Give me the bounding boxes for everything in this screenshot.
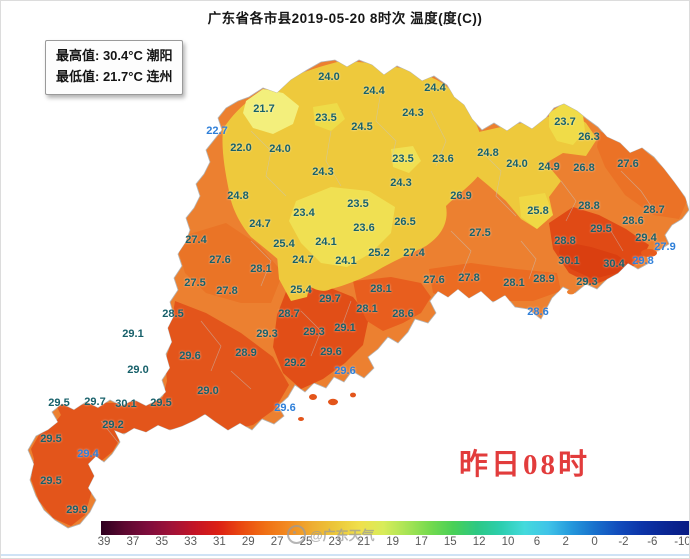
zone-258-wedge	[519, 193, 553, 229]
minmax-info-box: 最高值: 30.4°C 潮阳 最低值: 21.7°C 连州	[45, 40, 184, 95]
colorbar-tick: 29	[241, 536, 255, 548]
colorbar-tick: 37	[126, 536, 140, 548]
zone-west-deep-orange	[179, 223, 283, 303]
zone-northeast	[597, 131, 687, 219]
weibo-logo-icon	[287, 525, 306, 544]
yesterday-caption: 昨日08时	[459, 449, 591, 481]
colorbar-tick: 17	[415, 536, 428, 548]
colorbar-tick: -2	[618, 536, 629, 548]
colorbar-tick: 2	[562, 536, 569, 548]
min-value-line: 最低值: 21.7°C 连州	[56, 68, 173, 84]
zone-chaoshan-core	[559, 241, 631, 279]
colorbar-tick: 6	[533, 536, 541, 548]
zone-amber-tongue	[277, 239, 313, 301]
colorbar-tick: 23	[328, 536, 342, 548]
colorbar-tick: 12	[472, 536, 486, 548]
colorbar-tick: 35	[155, 536, 169, 548]
colorbar-tick: 39	[97, 536, 111, 548]
page-title: 广东省各市县2019-05-20 8时次 温度(度(C))	[207, 11, 483, 26]
bottom-border-line	[1, 554, 689, 556]
colorbar-tick: 31	[213, 536, 226, 548]
colorbar-tick: 33	[184, 536, 197, 548]
zone-yellow-235	[391, 146, 421, 173]
colorbar-tick: -6	[647, 536, 658, 548]
islands	[298, 249, 657, 421]
colorbar-tick: 0	[591, 536, 598, 548]
colorbar-tick-labels: 39 37 35 33 31 29 27 25 23 21 19 17 15 12 10 6 2 0 -2 -6 -10	[97, 536, 690, 548]
zone-east-strip	[429, 263, 561, 301]
zone-south-central-hot	[273, 279, 369, 389]
zone-yellow-north-235	[313, 103, 345, 131]
colorbar-tick: 27	[270, 536, 284, 548]
zone-mid-south	[353, 277, 431, 331]
colorbar-tick: 21	[357, 536, 371, 548]
zone-ne-yellow	[549, 101, 585, 145]
colorbar-tick: 19	[386, 536, 399, 548]
colorbar-tick: 10	[501, 536, 515, 548]
temperature-colorbar	[101, 521, 689, 535]
colorbar-tick: 15	[443, 536, 457, 548]
watermark: @广东天气	[287, 525, 375, 544]
zone-lianzhou-pale	[243, 89, 299, 134]
watermark-text: @广东天气	[310, 528, 375, 543]
zone-center-yellow	[289, 187, 395, 267]
max-value-line: 最高值: 30.4°C 潮阳	[56, 48, 173, 63]
colorbar-tick: -10	[674, 536, 690, 548]
